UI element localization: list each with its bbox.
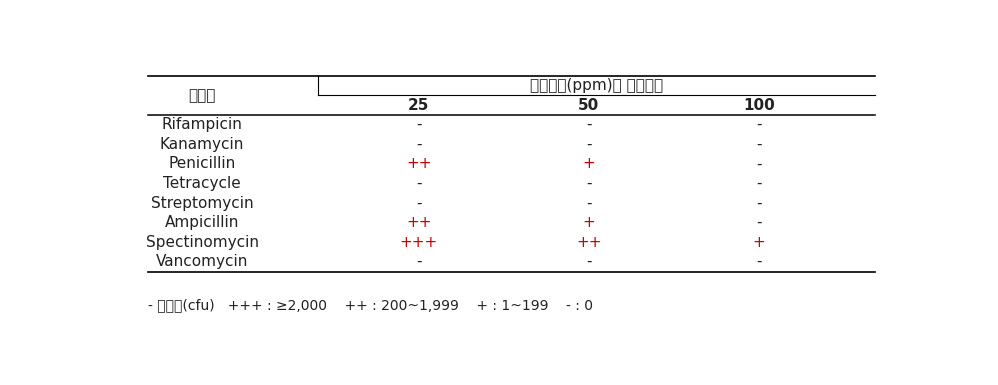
Text: 항생제: 항생제: [189, 88, 216, 103]
Text: ++: ++: [406, 156, 431, 171]
Text: - 균체수(cfu)   +++ : ≥2,000    ++ : 200~1,999    + : 1~199    - : 0: - 균체수(cfu) +++ : ≥2,000 ++ : 200~1,999 +…: [148, 298, 593, 312]
Text: -: -: [756, 117, 761, 132]
Text: Penicillin: Penicillin: [169, 156, 236, 171]
Text: -: -: [416, 117, 421, 132]
Text: +++: +++: [399, 234, 438, 249]
Text: Streptomycin: Streptomycin: [151, 196, 253, 211]
Text: 50: 50: [578, 98, 600, 113]
Text: -: -: [756, 176, 761, 191]
Text: -: -: [416, 137, 421, 152]
Text: -: -: [586, 254, 592, 269]
Text: 100: 100: [744, 98, 774, 113]
Text: Rifampicin: Rifampicin: [162, 117, 243, 132]
Text: Kanamycin: Kanamycin: [160, 137, 245, 152]
Text: -: -: [416, 176, 421, 191]
Text: -: -: [586, 117, 592, 132]
Text: ++: ++: [406, 215, 431, 230]
Text: +: +: [583, 156, 595, 171]
Text: +: +: [583, 215, 595, 230]
Text: +: +: [752, 234, 765, 249]
Text: -: -: [756, 137, 761, 152]
Text: ++: ++: [576, 234, 602, 249]
Text: -: -: [756, 215, 761, 230]
Text: 처리농도(ppm)별 균생육량: 처리농도(ppm)별 균생육량: [530, 78, 663, 93]
Text: -: -: [416, 254, 421, 269]
Text: -: -: [756, 196, 761, 211]
Text: Spectinomycin: Spectinomycin: [146, 234, 258, 249]
Text: 25: 25: [408, 98, 429, 113]
Text: -: -: [416, 196, 421, 211]
Text: -: -: [756, 156, 761, 171]
Text: Ampicillin: Ampicillin: [165, 215, 240, 230]
Text: -: -: [586, 176, 592, 191]
Text: -: -: [586, 196, 592, 211]
Text: -: -: [756, 254, 761, 269]
Text: -: -: [586, 137, 592, 152]
Text: Tetracycle: Tetracycle: [164, 176, 241, 191]
Text: Vancomycin: Vancomycin: [156, 254, 249, 269]
